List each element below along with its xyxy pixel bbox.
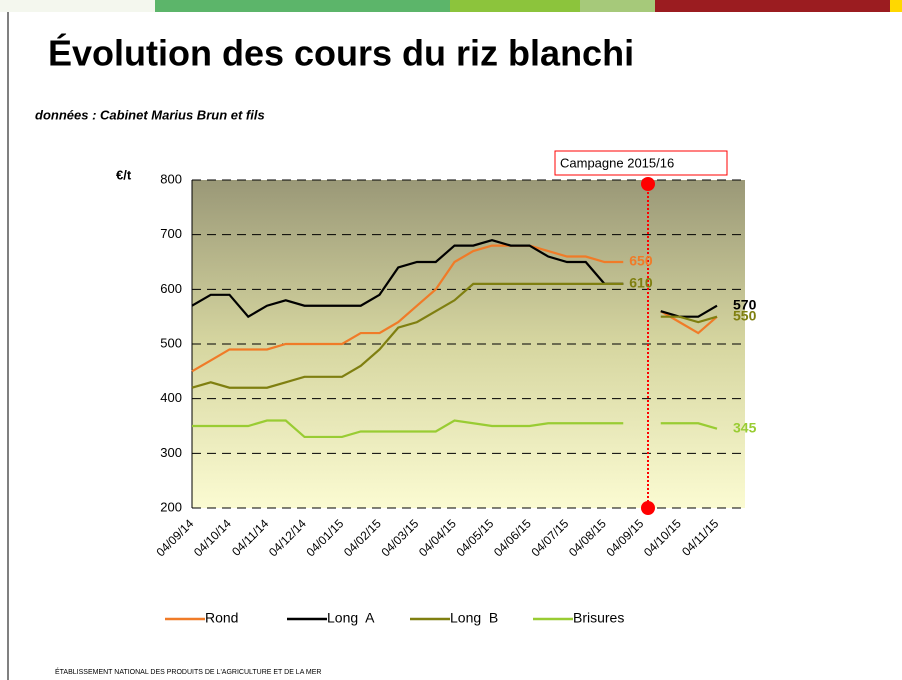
series-line xyxy=(191,282,624,389)
x-tick-label: 04/05/15 xyxy=(453,516,496,559)
series-line xyxy=(192,419,624,439)
campaign-dot xyxy=(641,177,655,191)
footer: ÉTABLISSEMENT NATIONAL DES PRODUITS DE L… xyxy=(55,667,322,676)
campaign-box xyxy=(554,150,728,176)
x-tick-label: 04/11/15 xyxy=(679,516,722,559)
x-tick-label: 04/06/15 xyxy=(491,516,534,559)
x-tick-label: 04/11/14 xyxy=(229,516,272,559)
legend-label: Long B xyxy=(450,610,498,626)
legend-label: Long A xyxy=(327,610,375,626)
end-label: 345 xyxy=(733,419,757,435)
campaign-label: Campagne 2015/16 xyxy=(560,155,674,170)
series-line xyxy=(191,244,624,373)
x-tick-label: 04/10/14 xyxy=(191,516,234,559)
campaign-dot xyxy=(641,501,655,515)
series-line xyxy=(660,304,718,318)
end-label: 550 xyxy=(733,307,757,323)
x-tick-label: 04/04/15 xyxy=(416,516,459,559)
end-label: 570 xyxy=(733,296,757,312)
title: Évolution des cours du riz blanchi xyxy=(48,33,634,74)
x-tick-label: 04/12/14 xyxy=(266,516,309,559)
top-band xyxy=(0,0,155,12)
legend-label: Rond xyxy=(205,610,238,626)
y-axis-label: €/t xyxy=(116,167,132,182)
x-tick-label: 04/01/15 xyxy=(303,516,346,559)
end-label: 610 xyxy=(629,275,653,291)
x-tick-label: 04/10/15 xyxy=(641,516,684,559)
y-tick-label: 500 xyxy=(160,335,182,350)
y-tick-label: 300 xyxy=(160,445,182,460)
series-line xyxy=(660,422,718,430)
legend-label: Brisures xyxy=(573,610,624,626)
series-line xyxy=(191,238,624,319)
subtitle: données : Cabinet Marius Brun et fils xyxy=(35,107,265,122)
x-tick-label: 04/07/15 xyxy=(528,516,571,559)
top-band xyxy=(155,0,450,12)
top-band xyxy=(450,0,580,12)
x-tick-label: 04/09/15 xyxy=(603,516,646,559)
y-tick-label: 200 xyxy=(160,499,182,514)
end-label: 650 xyxy=(629,253,653,269)
top-band xyxy=(890,0,902,12)
x-tick-label: 04/09/14 xyxy=(153,516,196,559)
series-line xyxy=(660,315,718,324)
top-band xyxy=(580,0,655,12)
y-tick-label: 400 xyxy=(160,390,182,405)
y-tick-label: 700 xyxy=(160,226,182,241)
x-tick-label: 04/08/15 xyxy=(566,516,609,559)
x-tick-label: 04/03/15 xyxy=(378,516,421,559)
x-tick-label: 04/02/15 xyxy=(341,516,384,559)
y-tick-label: 800 xyxy=(160,171,182,186)
y-tick-label: 600 xyxy=(160,281,182,296)
top-band xyxy=(655,0,890,12)
